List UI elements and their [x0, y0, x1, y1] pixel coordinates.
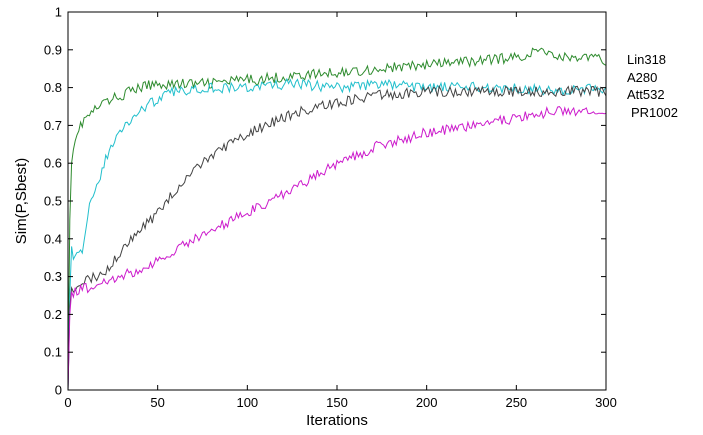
plot-frame [67, 11, 607, 391]
x-tick-label: 50 [150, 395, 164, 410]
y-tick-label: 1 [55, 5, 62, 20]
y-tick-label: 0 [55, 383, 62, 398]
y-tick-label: 0.5 [44, 194, 62, 209]
y-tick-label: 0.3 [44, 269, 62, 284]
y-tick-label: 0.1 [44, 345, 62, 360]
legend-item-att532: Att532 [627, 87, 665, 102]
legend-item-pr1002: PR1002 [631, 105, 678, 120]
legend: Lin318 A280 Att532 PR1002 [627, 52, 678, 120]
tick-layer: 0 50 100 150 200 250 300 0 0.1 0.2 0.3 0.4 0.5 0.6 0.7… [44, 5, 617, 411]
y-tick-label: 0.4 [44, 231, 62, 246]
y-axis-label: Sim(P,Sbest) [13, 158, 30, 244]
series-line-pr1002 [67, 105, 607, 391]
series-layer [67, 47, 607, 391]
legend-item-a280: A280 [627, 70, 657, 85]
x-tick-label: 200 [416, 395, 438, 410]
series-line-att532 [67, 84, 607, 391]
x-axis-label: Iterations [306, 412, 368, 429]
x-tick-label: 150 [326, 395, 348, 410]
series-line-a280 [67, 77, 607, 391]
y-tick-label: 0.9 [44, 42, 62, 57]
y-tick-label: 0.7 [44, 118, 62, 133]
x-tick-label: 0 [64, 395, 71, 410]
legend-item-lin318: Lin318 [627, 52, 666, 67]
y-tick-label: 0.6 [44, 156, 62, 171]
x-tick-label: 300 [595, 395, 617, 410]
x-tick-label: 250 [505, 395, 527, 410]
y-tick-label: 0.8 [44, 80, 62, 95]
y-tick-label: 0.2 [44, 307, 62, 322]
series-line-lin318 [67, 47, 607, 391]
x-tick-label: 100 [236, 395, 258, 410]
